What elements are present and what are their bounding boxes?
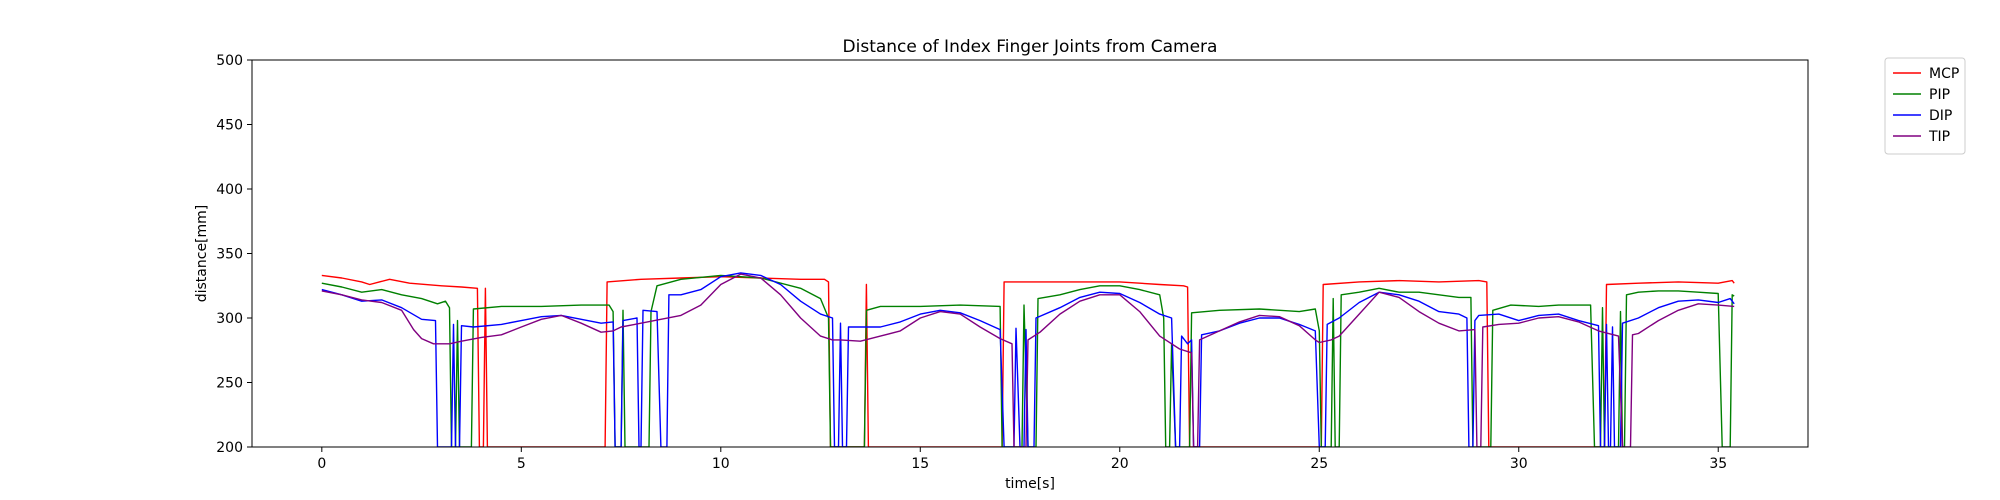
series-lines xyxy=(321,272,1735,447)
x-tick-label: 10 xyxy=(712,456,730,472)
y-tick-label: 400 xyxy=(216,182,243,198)
series-line-pip xyxy=(321,274,1735,447)
x-axis-label: time[s] xyxy=(1005,476,1055,492)
y-tick-label: 300 xyxy=(216,311,243,327)
x-tick-label: 15 xyxy=(911,456,929,472)
legend-box xyxy=(1884,57,1966,155)
x-tick-label: 5 xyxy=(517,456,526,472)
series-line-mcp xyxy=(321,274,1735,447)
y-axis-label: distance[mm] xyxy=(194,205,210,303)
x-tick-label: 25 xyxy=(1310,456,1328,472)
x-tick-label: 0 xyxy=(317,456,326,472)
chart-title: Distance of Index Finger Joints from Cam… xyxy=(843,37,1218,57)
x-tick-label: 35 xyxy=(1709,456,1727,472)
x-tick-label: 30 xyxy=(1510,456,1528,472)
legend: MCP PIP DIP TIP xyxy=(1884,57,1966,155)
legend-label-tip: TIP xyxy=(1928,129,1950,145)
y-tick-label: 350 xyxy=(216,247,243,263)
y-tick-label: 450 xyxy=(216,118,243,134)
y-tick-label: 200 xyxy=(216,440,243,456)
legend-label-dip: DIP xyxy=(1929,108,1952,124)
x-tick-label: 20 xyxy=(1111,456,1129,472)
legend-label-mcp: MCP xyxy=(1929,66,1959,82)
series-line-tip xyxy=(321,273,1735,447)
axes-frame xyxy=(251,59,1809,448)
y-tick-label: 250 xyxy=(216,376,243,392)
y-tick-label: 500 xyxy=(216,53,243,69)
axis-ticks: 0 5 10 15 20 25 30 35 200 250 300 350 400 450 500 xyxy=(216,53,1727,472)
legend-label-pip: PIP xyxy=(1929,87,1950,103)
